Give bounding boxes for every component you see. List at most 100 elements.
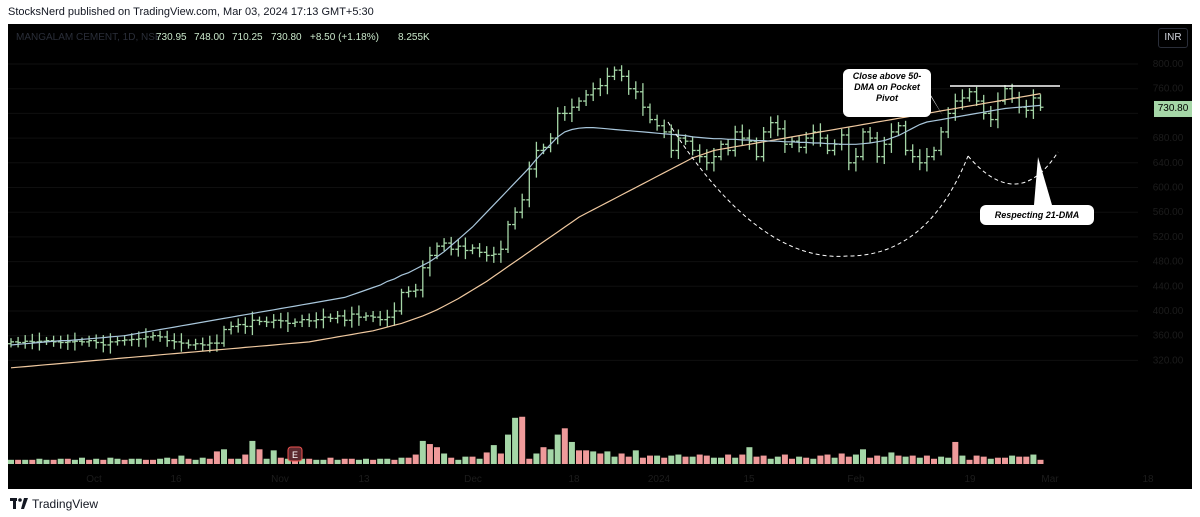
volume-bar [611,456,618,464]
volume-bar [547,449,554,464]
volume-bar [512,417,519,464]
time-axis-label: 13 [358,474,370,485]
volume-bar [206,458,213,464]
volume-bar [1023,456,1030,464]
time-axis-label: 2024 [648,474,671,485]
volume-bar [221,449,227,464]
volume-bar [590,451,597,464]
volume-bar [334,459,341,464]
time-axis-label: 18 [568,474,580,485]
volume-bar [505,434,511,464]
legend-change: +8.50 (+1.18%) [310,32,379,43]
volume-bar [760,455,767,464]
volume-bar [682,456,689,464]
volume-bar [718,457,724,464]
price-axis-label: 640.00 [1153,158,1184,169]
cup-curve [667,121,969,257]
tradingview-logo-icon [10,498,28,509]
volume-bar [150,459,156,464]
volume-bar [64,458,71,464]
volume-bar [945,457,952,464]
price-axis-label: 560.00 [1153,207,1184,218]
volume-bar [689,456,696,464]
volume-bar [306,458,313,464]
volume-bar [157,458,164,464]
volume-bar [242,454,249,464]
annotation-pointer [1034,157,1052,205]
volume-bar [142,459,149,464]
volume-bar [618,453,625,464]
legend-low: 710.25 [232,32,263,43]
price-axis-label: 320.00 [1153,355,1184,366]
volume-bar [909,455,916,464]
handle-curve [967,151,1059,185]
footer: TradingView [0,489,1200,517]
volume-bar [15,459,22,464]
volume-bar [412,454,419,464]
ma-fast-line [10,104,1041,346]
volume-bar [959,455,966,464]
legend-open: 730.95 [156,32,187,43]
time-axis-label: 18 [1142,474,1154,485]
volume-bar [817,455,824,464]
volume-bar [1037,459,1044,464]
volume-bar [50,459,57,464]
volume-bar [1030,454,1037,464]
legend-symbol[interactable]: MANGALAM CEMENT, 1D, NSE [16,32,162,43]
price-axis-label: 760.00 [1153,84,1184,95]
volume-bar [462,456,469,464]
volume-bar [363,458,369,464]
volume-bar [789,458,795,464]
volume-bar [57,458,64,464]
volume-bar [639,457,646,464]
volume-bar [696,454,703,464]
volume-bar [902,456,909,464]
currency-button[interactable]: INR [1158,28,1188,48]
volume-bar [36,458,43,464]
volume-bar [164,457,171,464]
volume-bar [277,457,284,464]
volume-bar [426,444,433,464]
volume-bar [923,455,930,464]
last-price-label: 730.80 [1154,101,1192,117]
volume-bar [79,457,85,464]
volume-bar [43,459,50,464]
volume-bar [171,458,178,464]
volume-bar [469,456,476,464]
volume-bar [625,456,632,464]
time-axis-label: Oct [86,474,102,485]
ma-slow-line [10,93,1041,369]
time-axis-label: Mar [1041,474,1059,485]
volume-bar [796,456,803,464]
volume-bar [739,454,746,464]
volume-bar [299,458,306,464]
volume-bar [313,459,320,464]
volume-bar [888,452,895,464]
volume-bar [483,452,490,464]
volume-bar [497,453,504,464]
chart-canvas[interactable]: 320.00 360.00 400.00 440.00 480.00 520.00 560.… [8,24,1192,489]
volume-bar [135,458,142,464]
volume-bar [1009,455,1016,464]
volume-bar [192,459,199,464]
price-axis-label: 360.00 [1153,331,1184,342]
volume-bar [881,456,888,464]
volume-bar [931,458,937,464]
volume-bar [597,453,604,464]
annotation-pocket-pivot-text: Close above 50-DMA on Pocket Pivot [852,71,922,103]
time-axis-label: 16 [170,474,182,485]
time-axis-label: 15 [743,474,755,485]
volume-bar [938,456,945,464]
price-axis-label: 440.00 [1153,281,1184,292]
volume-bar [228,458,235,464]
volume-bar [114,458,121,464]
chart-panel[interactable]: 320.00 360.00 400.00 440.00 480.00 520.00 560.… [8,24,1192,489]
volume-bar [831,457,838,464]
price-axis-label: 600.00 [1153,183,1184,194]
volume-bar [675,454,682,464]
time-axis-label: Dec [464,474,482,485]
earnings-marker[interactable] [287,446,303,462]
volume-bar [632,450,639,464]
price-axis-label: 520.00 [1153,232,1184,243]
volume-bar [710,457,717,464]
